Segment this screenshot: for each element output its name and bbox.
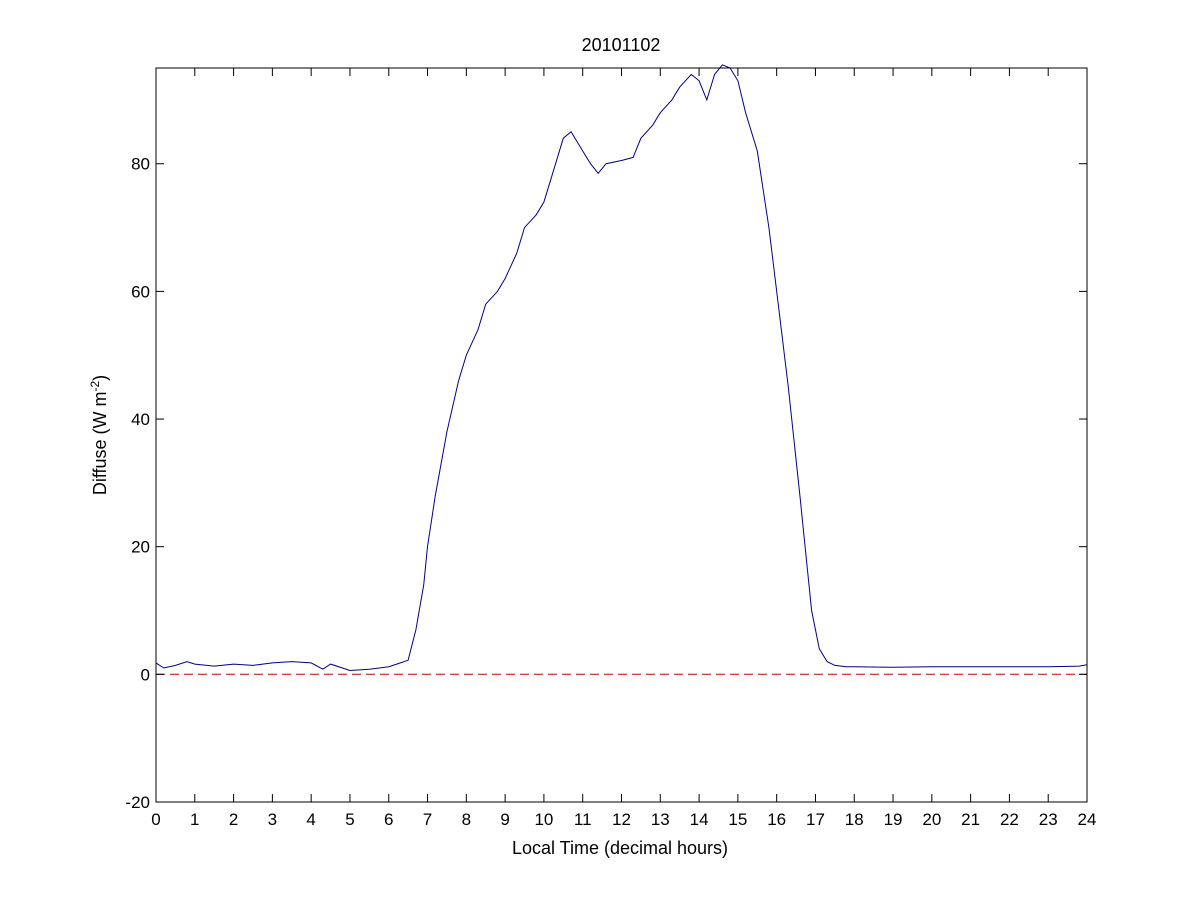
y-axis-title-superscript: -2 [88, 380, 102, 391]
x-tick-label: 24 [1078, 810, 1097, 829]
x-tick-label: 18 [845, 810, 864, 829]
x-axis-title: Local Time (decimal hours) [512, 838, 728, 858]
diffuse-series-line [155, 64, 1088, 672]
y-tick-label: -20 [125, 793, 150, 812]
plot-background [156, 68, 1087, 802]
x-tick-label: 21 [961, 810, 980, 829]
x-tick-label: 15 [728, 810, 747, 829]
x-tick-label: 8 [462, 810, 471, 829]
x-tick-label: 20 [922, 810, 941, 829]
y-axis-title: Diffuse (W m-2) [88, 375, 110, 495]
x-tick-label: 23 [1039, 810, 1058, 829]
y-tick-label: 60 [131, 282, 150, 301]
x-tick-label: 12 [612, 810, 631, 829]
x-tick-label: 10 [534, 810, 553, 829]
x-tick-label: 1 [190, 810, 199, 829]
x-tick-label: 7 [423, 810, 432, 829]
x-tick-label: 5 [345, 810, 354, 829]
x-tick-label: 13 [651, 810, 670, 829]
y-tick-label: 80 [131, 155, 150, 174]
x-tick-label: 3 [268, 810, 277, 829]
y-tick-label: 40 [131, 410, 150, 429]
x-tick-label: 19 [884, 810, 903, 829]
y-axis-title-close: ) [90, 375, 110, 381]
x-tick-label: 16 [767, 810, 786, 829]
x-tick-label: 6 [384, 810, 393, 829]
x-tick-label: 2 [229, 810, 238, 829]
x-tick-label: 22 [1000, 810, 1019, 829]
x-tick-label: 4 [306, 810, 315, 829]
x-tick-label: 14 [690, 810, 709, 829]
x-tick-label: 17 [806, 810, 825, 829]
y-axis-title-main: Diffuse (W m [90, 391, 110, 495]
x-tick-label: 11 [574, 810, 592, 829]
chart-title: 20101102 [582, 35, 661, 55]
tick-layer: 0 1 2 3 4 5 6 7 8 9 10 11 12 13 14 15 16 17 18 19 20 21 22 23 24… [125, 68, 1096, 829]
x-tick-label: 9 [500, 810, 509, 829]
series-layer [155, 64, 1088, 675]
x-tick-label: 0 [151, 810, 160, 829]
plot-frame [155, 67, 1088, 803]
y-tick-label: 0 [141, 665, 150, 684]
y-tick-label: 20 [131, 538, 150, 557]
